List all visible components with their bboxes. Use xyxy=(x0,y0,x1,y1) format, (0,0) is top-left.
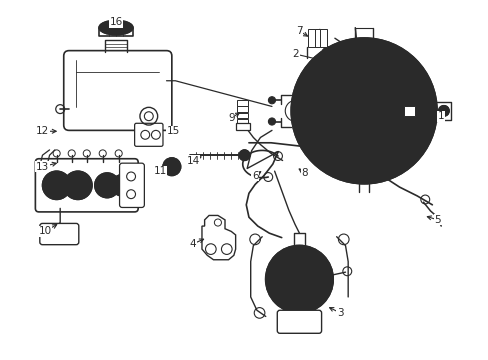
Bar xyxy=(307,30,317,47)
Bar xyxy=(237,107,247,112)
Circle shape xyxy=(383,130,389,137)
Circle shape xyxy=(337,130,345,137)
Bar xyxy=(319,30,326,47)
Circle shape xyxy=(383,85,389,92)
Circle shape xyxy=(265,246,332,313)
Bar xyxy=(237,100,247,105)
Text: 6: 6 xyxy=(251,171,258,181)
Circle shape xyxy=(42,171,71,199)
Circle shape xyxy=(291,38,436,184)
Text: 5: 5 xyxy=(433,215,440,225)
Text: 16: 16 xyxy=(109,17,122,27)
FancyBboxPatch shape xyxy=(40,224,79,245)
Text: 2: 2 xyxy=(292,49,299,59)
Circle shape xyxy=(268,118,275,125)
FancyBboxPatch shape xyxy=(277,310,321,333)
Circle shape xyxy=(292,272,306,286)
Circle shape xyxy=(95,173,119,198)
Circle shape xyxy=(111,175,133,196)
Circle shape xyxy=(63,171,92,199)
FancyBboxPatch shape xyxy=(134,123,163,146)
Text: 13: 13 xyxy=(36,162,49,172)
FancyBboxPatch shape xyxy=(63,51,171,130)
Text: 15: 15 xyxy=(166,126,180,136)
Circle shape xyxy=(239,150,249,161)
Text: 4: 4 xyxy=(189,239,196,249)
Text: 9: 9 xyxy=(227,113,234,123)
Bar xyxy=(403,105,414,116)
Text: 7: 7 xyxy=(296,26,302,36)
Text: 3: 3 xyxy=(336,308,343,318)
Bar xyxy=(237,113,247,118)
Circle shape xyxy=(268,97,275,104)
Text: 11: 11 xyxy=(153,166,166,176)
Bar xyxy=(235,123,249,130)
Bar xyxy=(314,30,321,47)
Polygon shape xyxy=(202,215,235,260)
Circle shape xyxy=(337,85,345,92)
Text: 8: 8 xyxy=(301,168,307,178)
Text: 14: 14 xyxy=(186,156,199,166)
Circle shape xyxy=(438,105,448,116)
Ellipse shape xyxy=(99,21,133,35)
Text: 10: 10 xyxy=(39,226,52,237)
Circle shape xyxy=(163,158,181,176)
FancyBboxPatch shape xyxy=(35,159,138,212)
Bar xyxy=(237,119,247,124)
Circle shape xyxy=(321,47,335,61)
Text: 12: 12 xyxy=(36,126,49,136)
FancyBboxPatch shape xyxy=(119,163,144,207)
Text: 1: 1 xyxy=(437,111,444,121)
